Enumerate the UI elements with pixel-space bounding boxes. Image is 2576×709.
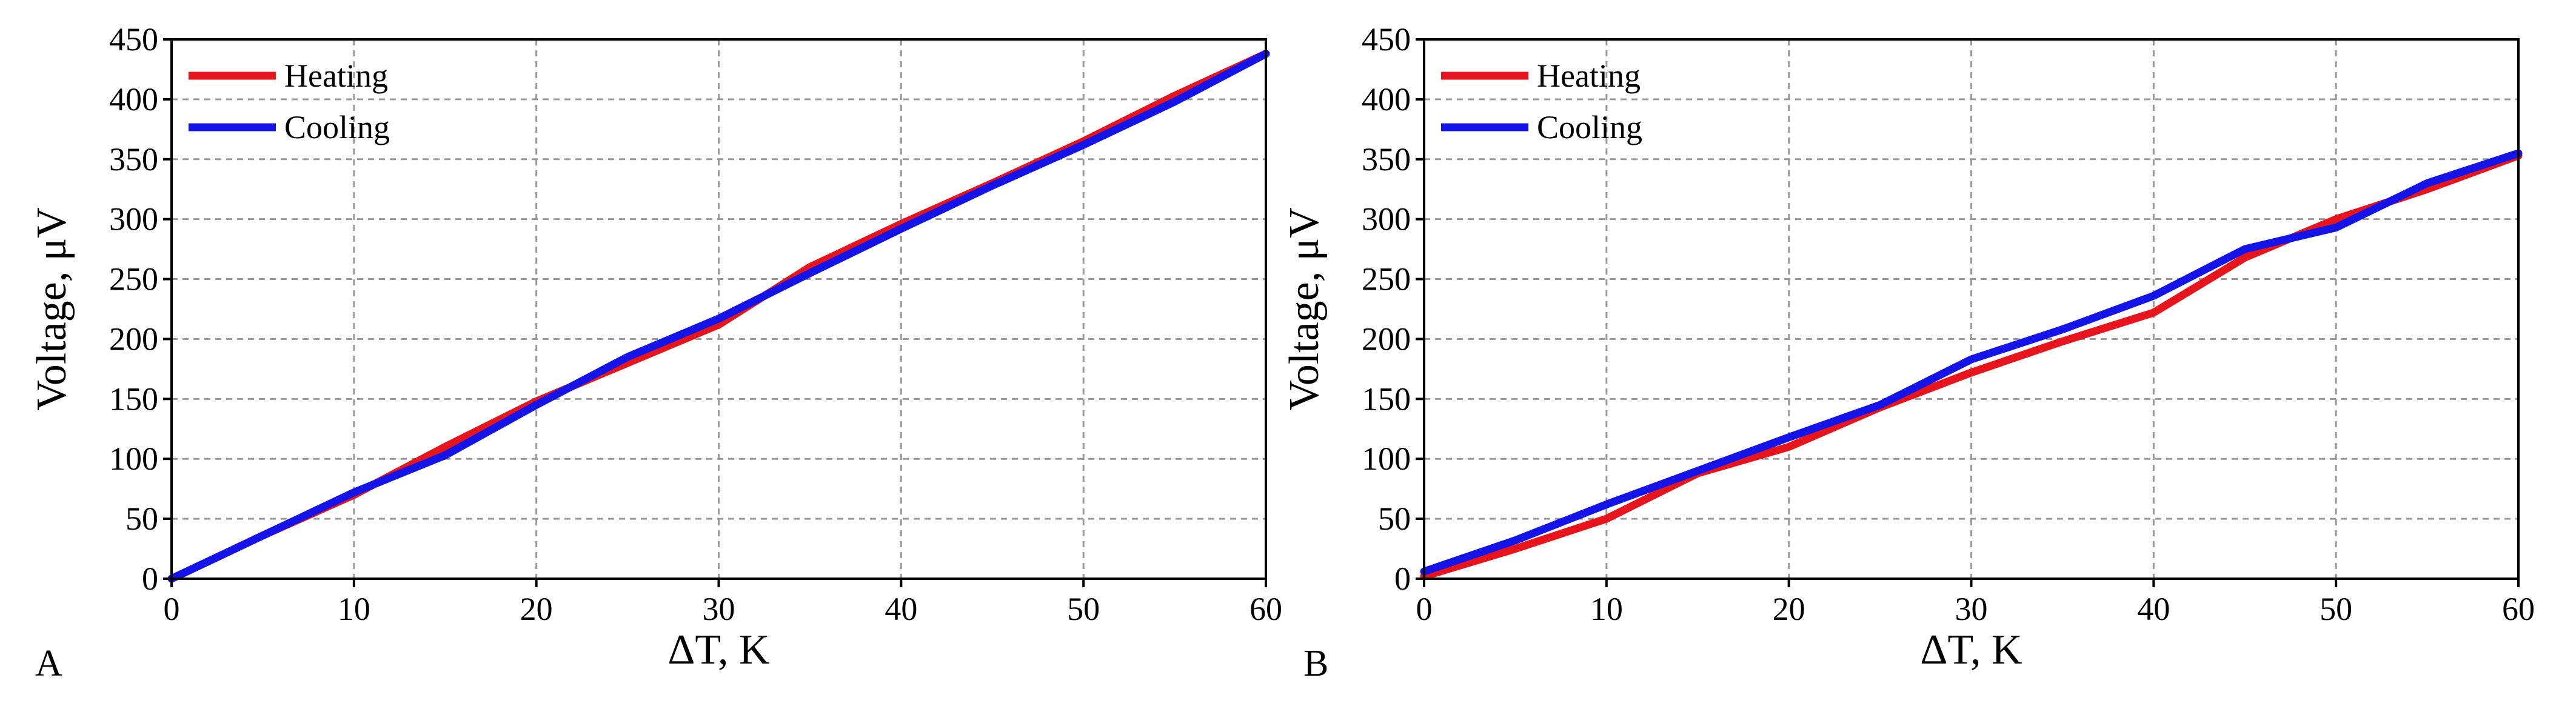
chart-b-y-tick-label-0: 0: [1394, 561, 1411, 597]
chart-a-panel-label: A: [35, 643, 62, 684]
chart-a-x-tick-label-60: 60: [1250, 591, 1282, 627]
chart-b-y-tick-label-200: 200: [1362, 321, 1411, 357]
chart-b-panel-label: B: [1303, 643, 1328, 684]
chart-a-legend-label-heating: Heating: [284, 58, 388, 94]
chart-b-legend-label-heating: Heating: [1537, 58, 1641, 94]
chart-a-legend-label-cooling: Cooling: [284, 109, 390, 145]
chart-b-y-tick-label-450: 450: [1362, 21, 1411, 58]
chart-a-y-tick-label-0: 0: [142, 561, 158, 597]
chart-b-y-axis-title: Voltage, μV: [1281, 207, 1328, 411]
chart-b-y-tick-label-50: 50: [1378, 501, 1411, 537]
chart-b-y-tick-label-100: 100: [1362, 441, 1411, 477]
chart-a-y-tick-label-200: 200: [109, 321, 158, 357]
chart-b-series-line-cooling: [1420, 149, 2523, 576]
chart-b-y-tick-label-150: 150: [1362, 381, 1411, 417]
chart-b-x-tick-label-10: 10: [1590, 591, 1623, 627]
chart-a-y-tick-label-50: 50: [125, 501, 158, 537]
chart-b-x-tick-label-20: 20: [1773, 591, 1805, 627]
chart-a-x-tick-label-50: 50: [1067, 591, 1100, 627]
chart-b-y-tick-label-300: 300: [1362, 201, 1411, 238]
chart-b-x-tick-label-30: 30: [1955, 591, 1988, 627]
chart-b-x-tick-label-0: 0: [1416, 591, 1433, 627]
chart-b-y-tick-label-400: 400: [1362, 81, 1411, 118]
chart-b-series-line-heating: [1420, 151, 2523, 581]
chart-a-series-line-cooling: [167, 50, 1270, 583]
chart-a-y-tick-label-450: 450: [109, 21, 158, 58]
chart-panel-a: 0 10 20 30 40 50 60 0 50 100 150 200 250 300 350 400 450…: [28, 21, 1282, 684]
chart-a-y-tick-label-300: 300: [109, 201, 158, 238]
chart-a-y-tick-label-100: 100: [109, 441, 158, 477]
chart-a-x-axis-title: ΔT, K: [667, 627, 769, 673]
chart-a-y-tick-label-250: 250: [109, 261, 158, 298]
chart-a-x-tick-label-20: 20: [520, 591, 553, 627]
chart-a-x-tick-label-0: 0: [164, 591, 180, 627]
chart-a-x-tick-label-10: 10: [338, 591, 370, 627]
chart-b-y-tick-label-350: 350: [1362, 141, 1411, 178]
chart-a-y-tick-label-400: 400: [109, 81, 158, 118]
chart-panel-b: 0 10 20 30 40 50 60 0 50 100 150 200 250 300 350 400 450…: [1281, 21, 2535, 684]
chart-b-y-tick-label-250: 250: [1362, 261, 1411, 298]
chart-a-x-tick-label-40: 40: [885, 591, 917, 627]
chart-b-x-axis-title: ΔT, K: [1920, 627, 2022, 673]
chart-b-legend-label-cooling: Cooling: [1537, 109, 1642, 145]
chart-b-x-tick-label-40: 40: [2137, 591, 2170, 627]
chart-b-x-tick-label-50: 50: [2320, 591, 2352, 627]
chart-b-x-tick-label-60: 60: [2502, 591, 2535, 627]
chart-a-y-axis-title: Voltage, μV: [28, 207, 75, 411]
chart-a-y-tick-label-350: 350: [109, 141, 158, 178]
chart-a-y-tick-label-150: 150: [109, 381, 158, 417]
chart-a-x-tick-label-30: 30: [703, 591, 735, 627]
